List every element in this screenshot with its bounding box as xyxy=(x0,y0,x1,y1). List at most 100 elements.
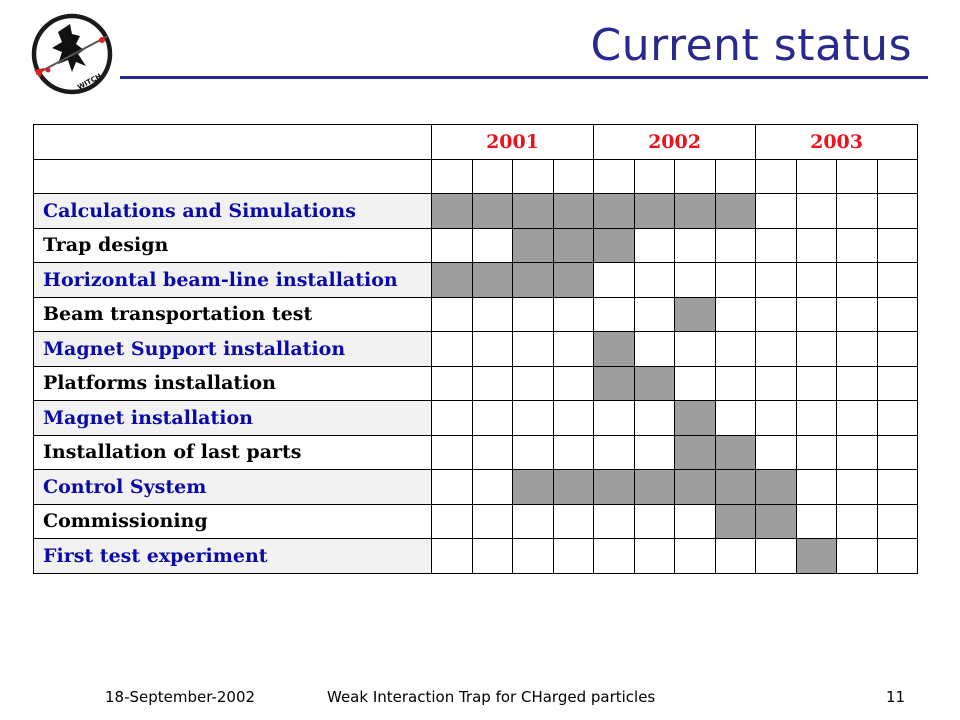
quarter-cell xyxy=(552,434,595,470)
quarter-cell xyxy=(471,227,513,263)
quarter-cell xyxy=(755,296,797,332)
scheduled-quarter-cell xyxy=(552,469,595,505)
quarter-cell xyxy=(674,331,716,367)
quarter-cell xyxy=(431,365,473,401)
quarter-cell xyxy=(876,296,919,332)
task-row: Magnet installation xyxy=(33,400,919,436)
scheduled-quarter-cell xyxy=(593,331,635,367)
quarter-cell xyxy=(755,193,797,229)
scheduled-quarter-cell xyxy=(593,193,635,229)
quarter-cell xyxy=(593,503,635,539)
quarter-cell xyxy=(755,331,797,367)
scheduled-quarter-cell xyxy=(512,469,554,505)
scheduled-quarter-cell xyxy=(593,365,635,401)
quarter-cell xyxy=(795,365,838,401)
quarter-cell xyxy=(714,365,757,401)
quarter-cell xyxy=(431,158,473,194)
scheduled-quarter-cell xyxy=(674,400,716,436)
scheduled-quarter-cell xyxy=(714,503,757,539)
quarter-cell xyxy=(714,331,757,367)
quarter-cell xyxy=(471,469,513,505)
quarter-cell xyxy=(795,158,838,194)
quarter-cell xyxy=(836,262,878,298)
task-row: Trap design xyxy=(33,227,919,263)
scheduled-quarter-cell xyxy=(552,227,595,263)
quarter-cell xyxy=(471,365,513,401)
quarter-cell xyxy=(795,400,838,436)
quarter-cell xyxy=(552,365,595,401)
quarter-cell xyxy=(755,262,797,298)
quarter-cell xyxy=(674,158,716,194)
quarter-cell xyxy=(876,365,919,401)
quarter-cell xyxy=(512,503,554,539)
quarter-cell xyxy=(674,227,716,263)
quarter-cell xyxy=(674,262,716,298)
scheduled-quarter-cell xyxy=(431,193,473,229)
quarter-cell xyxy=(633,296,676,332)
quarter-cell xyxy=(795,296,838,332)
quarter-cell xyxy=(755,227,797,263)
scheduled-quarter-cell xyxy=(674,469,716,505)
quarter-cell xyxy=(836,400,878,436)
scheduled-quarter-cell xyxy=(512,227,554,263)
schedule-table: 2001 2002 2003 Calculations and Simulations… xyxy=(33,124,919,574)
quarter-cell xyxy=(876,193,919,229)
task-label: Trap design xyxy=(33,227,432,263)
quarter-cell xyxy=(431,434,473,470)
task-row: Calculations and Simulations xyxy=(33,193,919,229)
year-header: 2003 xyxy=(755,124,919,160)
task-label: Beam transportation test xyxy=(33,296,432,332)
quarter-cell xyxy=(431,227,473,263)
task-label: Platforms installation xyxy=(33,365,432,401)
task-label: Commissioning xyxy=(33,503,432,539)
scheduled-quarter-cell xyxy=(552,262,595,298)
quarter-cell xyxy=(714,296,757,332)
quarter-cell xyxy=(755,365,797,401)
empty-task-cell xyxy=(33,158,432,194)
scheduled-quarter-cell xyxy=(714,193,757,229)
quarter-cell xyxy=(633,434,676,470)
quarter-cell xyxy=(552,331,595,367)
quarter-cell xyxy=(836,227,878,263)
quarter-cell xyxy=(471,503,513,539)
quarter-cell xyxy=(836,365,878,401)
quarter-grid-row xyxy=(33,158,919,194)
year-header: 2001 xyxy=(430,124,595,160)
quarter-cell xyxy=(512,296,554,332)
quarter-cell xyxy=(876,331,919,367)
quarter-cell xyxy=(431,400,473,436)
task-row: Platforms installation xyxy=(33,365,919,401)
scheduled-quarter-cell xyxy=(795,538,838,574)
quarter-cell xyxy=(512,434,554,470)
quarter-cell xyxy=(836,296,878,332)
scheduled-quarter-cell xyxy=(633,365,676,401)
quarter-cell xyxy=(795,434,838,470)
quarter-cell xyxy=(512,331,554,367)
scheduled-quarter-cell xyxy=(714,469,757,505)
scheduled-quarter-cell xyxy=(512,193,554,229)
quarter-cell xyxy=(512,158,554,194)
quarter-cell xyxy=(876,538,919,574)
quarter-cell xyxy=(471,434,513,470)
quarter-cell xyxy=(552,296,595,332)
task-row: Installation of last parts xyxy=(33,434,919,470)
quarter-cell xyxy=(876,434,919,470)
quarter-cell xyxy=(876,262,919,298)
task-label: Horizontal beam-line installation xyxy=(33,262,432,298)
task-row: Magnet Support installation xyxy=(33,331,919,367)
quarter-cell xyxy=(593,538,635,574)
quarter-cell xyxy=(674,365,716,401)
quarter-cell xyxy=(795,469,838,505)
task-label: Calculations and Simulations xyxy=(33,193,432,229)
scheduled-quarter-cell xyxy=(633,193,676,229)
quarter-cell xyxy=(836,469,878,505)
quarter-cell xyxy=(593,434,635,470)
quarter-cell xyxy=(633,503,676,539)
quarter-cell xyxy=(836,503,878,539)
quarter-cell xyxy=(836,331,878,367)
scheduled-quarter-cell xyxy=(471,193,513,229)
quarter-cell xyxy=(552,503,595,539)
quarter-cell xyxy=(633,331,676,367)
quarter-cell xyxy=(431,331,473,367)
task-row: Control System xyxy=(33,469,919,505)
